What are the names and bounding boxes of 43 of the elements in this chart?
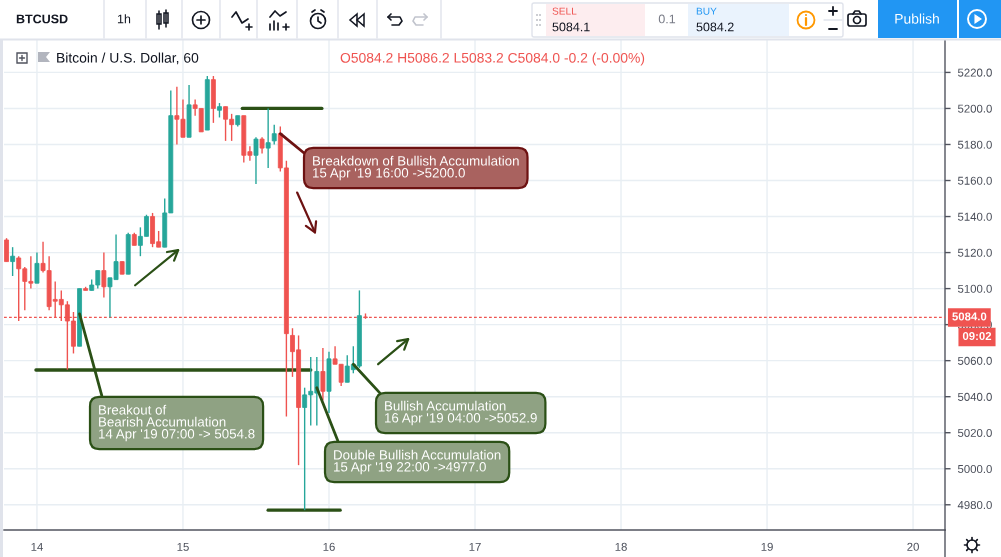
x-tick-label: 18 [615,542,627,551]
x-tick-label: 16 [323,542,335,551]
y-tick-label: 5200.0 [957,104,992,113]
text: Bitcoin / U.S. Dollar, 60 [57,52,199,65]
y-tick-label: 5000.0 [957,464,992,473]
annotation: Breakout of Bearish Accumulation 14 Apr '19 07:00 -> 5054.8 [99,404,255,442]
candlestick [101,251,107,299]
y-tick-label: 5160.0 [957,176,992,185]
text: Publish [895,13,939,24]
y-tick-label: 5120.0 [957,248,992,257]
candlestick [10,246,16,277]
y-tick-label: 5180.0 [957,140,992,149]
candlestick [320,347,326,401]
text: 0.1 [658,14,676,24]
text: 1h [117,14,131,24]
candlestick [271,123,277,146]
text: 5084.1 [552,22,590,32]
annotation: Double Bullish Accumulation 15 Apr '19 22:00 ->4977.0 [334,449,501,475]
annotation: Breakdown of Bullish Accumulation 15 Apr '19 16:00 ->5200.0 [313,155,519,181]
text: BTCUSD [16,14,68,24]
candlestick [4,237,9,263]
candlestick [253,136,259,185]
y-tick-label: 5060.0 [957,356,992,365]
annotation: Bullish Accumulation 16 Apr '19 04:00 ->5052.9 [385,400,537,426]
x-tick-label: 15 [177,542,189,551]
y-tick-label: 5020.0 [957,428,992,437]
y-tick-label: 5140.0 [957,212,992,221]
x-tick-label: 14 [31,542,43,551]
y-tick-label: 5220.0 [957,68,992,77]
text: O5084.2 H5086.2 L5083.2 C5084.0 -0.2 (-0.00%) [340,52,645,66]
x-tick-label: 20 [907,542,919,551]
y-tick-label: 5040.0 [957,392,992,401]
text: 5084.2 [696,22,734,32]
candlestick [265,107,271,169]
x-tick-label: 19 [761,542,773,551]
y-tick-label: 5100.0 [957,284,992,293]
x-tick-label: 17 [469,542,481,551]
candlestick [34,251,40,284]
text: 09:02 [962,331,992,341]
y-tick-label: 4980.0 [957,500,992,510]
text: BUY [696,7,717,15]
ref-line-label: 5084.0 [952,312,987,321]
text: SELL [552,7,577,15]
